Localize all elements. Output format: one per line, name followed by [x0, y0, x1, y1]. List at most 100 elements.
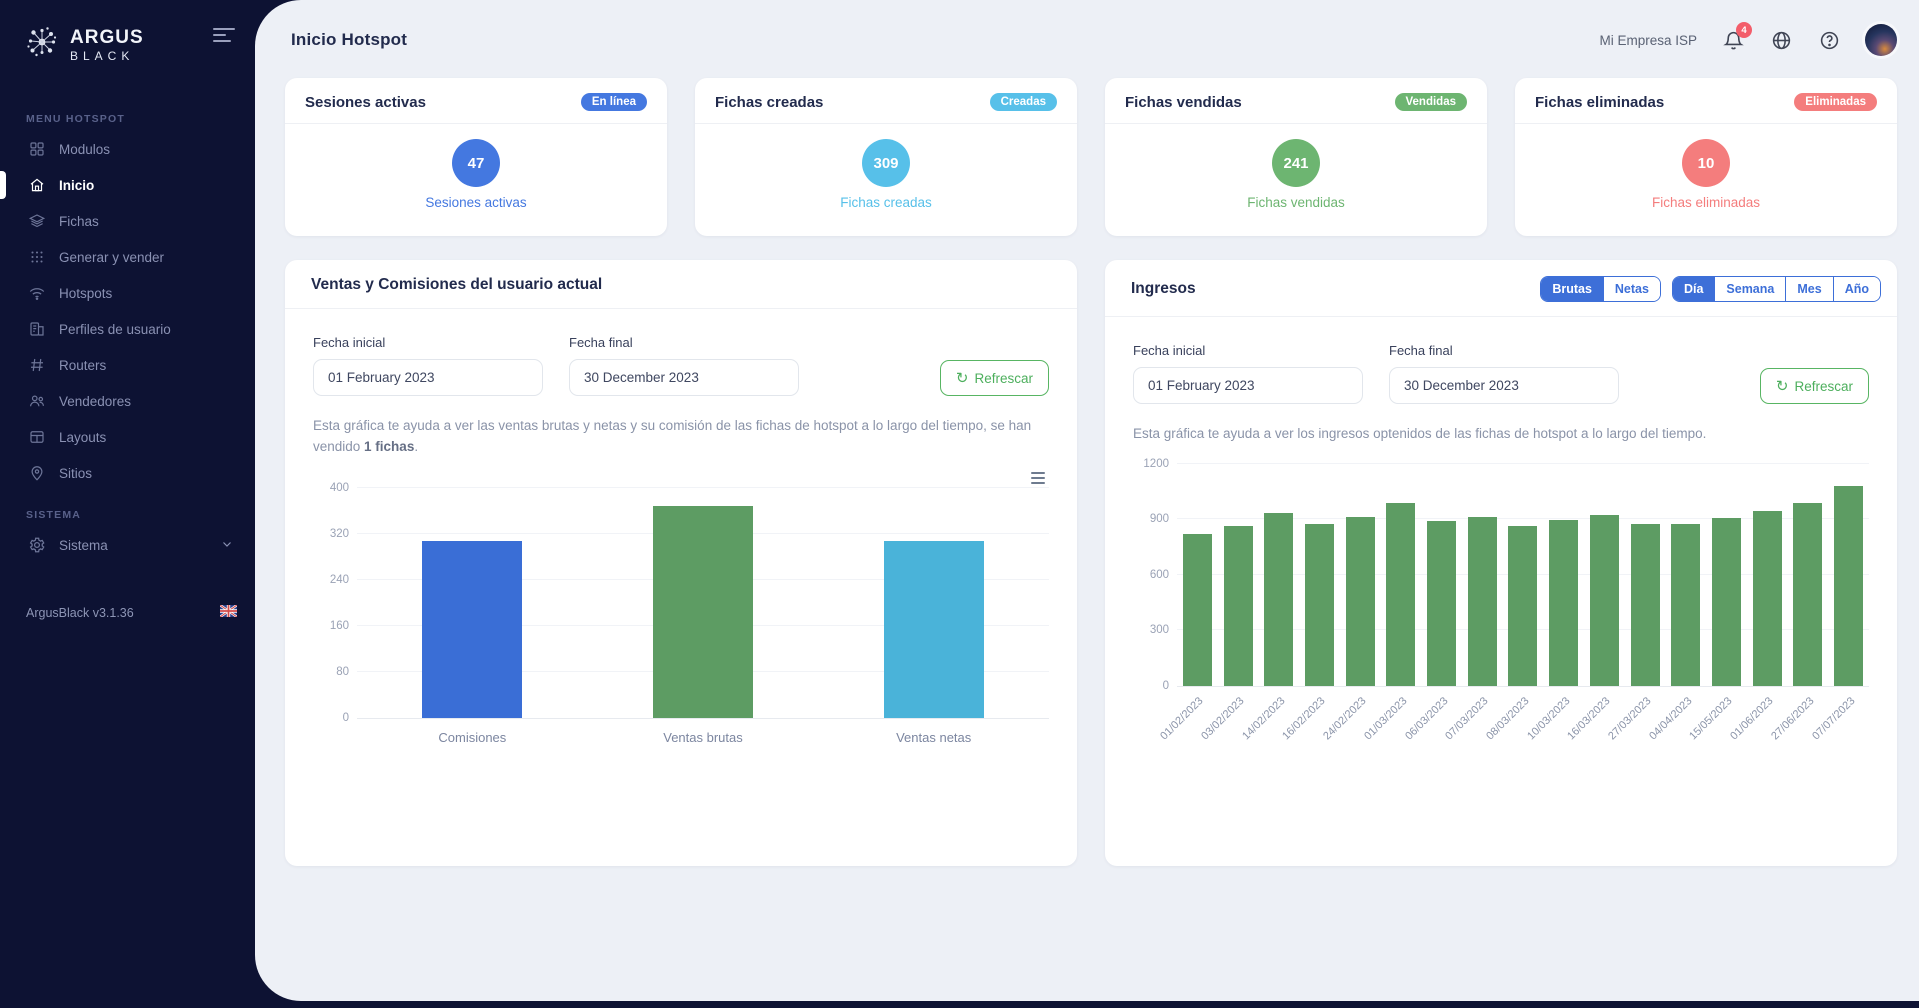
notifications-button[interactable]: 4	[1721, 22, 1752, 52]
bar-03-02-2023[interactable]	[1223, 525, 1253, 686]
sidebar-item-label: Sitios	[59, 465, 93, 481]
stat-value-label: Sesiones activas	[425, 195, 527, 210]
sidebar-menu: Modulos Inicio Fichas Generar y vender Hotsp…	[0, 131, 255, 491]
chevron-down-icon	[221, 538, 233, 553]
bar-01-06-2023[interactable]	[1752, 511, 1782, 686]
sidebar-item-fichas[interactable]: Fichas	[0, 203, 255, 239]
refresh-icon: ↻	[1775, 377, 1789, 395]
ingresos-bar-chart: 0 300 600 900 1200 01/02/2023 03/02/2023 14/02/…	[1133, 458, 1869, 742]
bar-ventas-brutas[interactable]	[653, 506, 753, 718]
ingresos-toggles: Brutas Netas Día Semana Mes Año	[1540, 276, 1881, 302]
stat-value-label: Fichas creadas	[840, 195, 932, 210]
bell-icon	[1722, 31, 1744, 49]
bar-06-03-2023[interactable]	[1427, 521, 1457, 686]
sidebar-item-label: Inicio	[59, 177, 95, 193]
fecha-inicial-field: Fecha inicial	[313, 335, 543, 396]
sidebar-item-sitios[interactable]: Sitios	[0, 455, 255, 491]
stat-card-sesiones-activas: Sesiones activas En línea 47 Sesiones activ…	[285, 78, 667, 236]
sidebar-item-label: Generar y vender	[59, 249, 165, 265]
fecha-inicial-input[interactable]	[313, 359, 543, 396]
stat-card-title: Fichas creadas	[715, 93, 824, 111]
topbar: Inicio Hotspot Mi Empresa ISP 4	[255, 0, 1919, 74]
uk-flag-icon[interactable]	[219, 604, 238, 620]
bar-10-03-2023[interactable]	[1549, 520, 1579, 686]
logo[interactable]: ARGUS BLACK	[0, 0, 255, 65]
sales-description: Esta gráfica te ayuda a ver las ventas b…	[313, 418, 1032, 454]
bar-01-03-2023[interactable]	[1386, 502, 1416, 686]
wifi-icon	[29, 288, 45, 300]
toggle-mes[interactable]: Mes	[1785, 277, 1833, 301]
sidebar-toggle-icon[interactable]	[213, 28, 239, 48]
bar-24-02-2023[interactable]	[1345, 516, 1375, 686]
sidebar-item-label: Fichas	[59, 213, 99, 229]
home-icon	[30, 178, 44, 192]
sidebar-item-inicio[interactable]: Inicio	[0, 167, 255, 203]
bar-16-03-2023[interactable]	[1589, 514, 1619, 686]
grid-dots-icon	[31, 251, 43, 263]
bar-ventas-netas[interactable]	[883, 540, 984, 718]
help-button[interactable]	[1817, 28, 1841, 52]
main-content: Inicio Hotspot Mi Empresa ISP 4 Sesiones…	[255, 0, 1919, 1001]
refresh-button[interactable]: ↻ Refrescar	[1759, 368, 1869, 404]
toggle-brutas[interactable]: Brutas	[1541, 277, 1603, 301]
users-icon	[30, 395, 44, 407]
toggle-netas[interactable]: Netas	[1602, 277, 1660, 301]
bar-27-06-2023[interactable]	[1793, 502, 1823, 686]
bar-comisiones[interactable]	[422, 540, 523, 718]
toggle-semana[interactable]: Semana	[1714, 277, 1786, 301]
ingresos-description: Esta gráfica te ayuda a ver los ingresos…	[1133, 426, 1707, 441]
stat-card-fichas-eliminadas: Fichas eliminadas Eliminadas 10 Fichas elim…	[1515, 78, 1897, 236]
fecha-final-input[interactable]	[569, 359, 799, 396]
sidebar-item-layouts[interactable]: Layouts	[0, 419, 255, 455]
modules-icon	[30, 142, 44, 156]
sidebar-item-routers[interactable]: Routers	[0, 347, 255, 383]
y-axis-tick: 1200	[1143, 457, 1169, 470]
sidebar-item-vendedores[interactable]: Vendedores	[0, 383, 255, 419]
sidebar-item-perfiles-de-usuario[interactable]: Perfiles de usuario	[0, 311, 255, 347]
type-toggle-group: Brutas Netas	[1540, 276, 1661, 302]
sidebar-item-label: Sistema	[59, 537, 108, 553]
status-badge: Creadas	[989, 93, 1057, 111]
bar-01-02-2023[interactable]	[1182, 534, 1212, 686]
y-axis-tick: 0	[342, 711, 349, 724]
bar-08-03-2023[interactable]	[1508, 525, 1538, 686]
fecha-final-input[interactable]	[1389, 367, 1619, 404]
network-burst-icon	[24, 24, 60, 65]
sidebar-item-sistema[interactable]: Sistema	[0, 527, 255, 563]
fecha-inicial-field: Fecha inicial	[1133, 343, 1363, 404]
y-axis-tick: 0	[1162, 679, 1169, 692]
bar-07-07-2023[interactable]	[1834, 486, 1864, 686]
avatar[interactable]	[1865, 24, 1897, 56]
sidebar-item-generar-y-vender[interactable]: Generar y vender	[0, 239, 255, 275]
hash-icon	[31, 358, 43, 372]
stat-card-fichas-vendidas: Fichas vendidas Vendidas 241 Fichas vendida…	[1105, 78, 1487, 236]
y-axis-tick: 240	[329, 573, 349, 586]
sidebar-item-modulos[interactable]: Modulos	[0, 131, 255, 167]
sidebar-item-hotspots[interactable]: Hotspots	[0, 275, 255, 311]
bar-15-05-2023[interactable]	[1711, 517, 1741, 686]
status-badge: Eliminadas	[1794, 93, 1877, 111]
fecha-inicial-input[interactable]	[1133, 367, 1363, 404]
refresh-button[interactable]: ↻ Refrescar	[939, 360, 1049, 396]
chart-menu-icon[interactable]	[1031, 471, 1045, 487]
bar-04-04-2023[interactable]	[1671, 524, 1701, 686]
toggle-día[interactable]: Día	[1672, 277, 1715, 301]
bar-14-02-2023[interactable]	[1264, 512, 1294, 686]
stat-value-label: Fichas vendidas	[1247, 195, 1345, 210]
fecha-inicial-label: Fecha inicial	[1133, 343, 1206, 358]
y-axis-tick: 400	[329, 481, 349, 494]
layers-icon	[28, 214, 46, 228]
profile-icon	[30, 322, 44, 336]
system-section-label: SISTEMA	[26, 509, 82, 521]
language-button[interactable]	[1769, 28, 1793, 52]
bar-16-02-2023[interactable]	[1304, 524, 1334, 686]
toggle-año[interactable]: Año	[1832, 277, 1880, 301]
bar-27-03-2023[interactable]	[1630, 524, 1660, 686]
bar-07-03-2023[interactable]	[1467, 516, 1497, 686]
x-axis-label: Ventas netas	[896, 729, 972, 745]
status-badge: Vendidas	[1394, 93, 1467, 111]
y-axis-tick: 160	[329, 619, 349, 632]
stat-card-title: Fichas vendidas	[1125, 93, 1242, 111]
fecha-inicial-label: Fecha inicial	[313, 335, 386, 350]
charts-row: Ventas y Comisiones del usuario actual F…	[255, 236, 1919, 866]
